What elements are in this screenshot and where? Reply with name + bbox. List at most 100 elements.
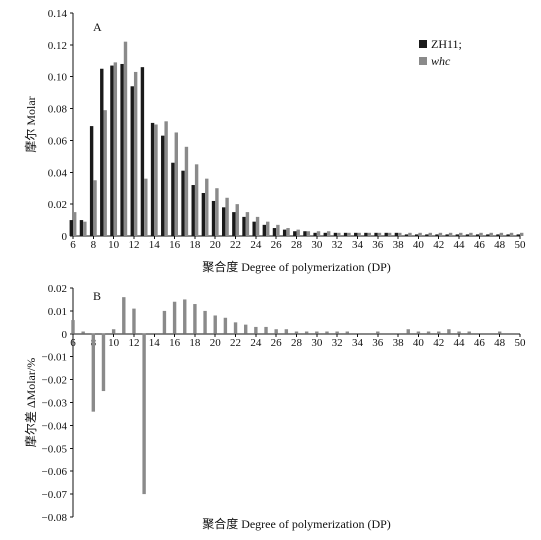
bar <box>282 229 287 236</box>
bar <box>479 232 483 236</box>
bar <box>304 331 309 334</box>
bar <box>73 212 77 236</box>
x-tick-label: 24 <box>250 239 262 251</box>
x-tick-label: 18 <box>189 239 201 251</box>
x-tick-label: 16 <box>169 337 181 349</box>
x-tick-label: 32 <box>332 337 343 349</box>
bar <box>428 232 432 236</box>
x-tick-label: 26 <box>271 239 283 251</box>
bar <box>496 234 500 236</box>
bar <box>516 234 520 236</box>
bar <box>475 234 480 236</box>
bar <box>313 232 317 236</box>
bar <box>161 135 165 236</box>
bar <box>325 331 329 334</box>
x-tick-label: 32 <box>332 239 343 251</box>
y-tick-label: −0.07 <box>42 489 68 501</box>
bar <box>71 320 75 334</box>
bar <box>506 234 510 236</box>
bar <box>184 146 189 236</box>
bar <box>221 207 226 236</box>
x-tick-label: 6 <box>70 239 76 251</box>
y-tick-label: 0 <box>62 231 68 243</box>
x-tick-label: 28 <box>291 239 303 251</box>
bar <box>201 192 206 236</box>
bar <box>89 126 94 236</box>
x-tick-label: 8 <box>91 239 97 251</box>
bar <box>100 68 104 236</box>
x-tick-label: 42 <box>433 337 444 349</box>
bar <box>205 178 209 236</box>
bar <box>103 110 107 236</box>
x-tick-label: 44 <box>454 239 466 251</box>
bar <box>520 232 524 236</box>
x-tick-label: 18 <box>189 337 201 349</box>
bar <box>335 331 339 334</box>
bar <box>123 41 128 236</box>
x-tick-label: 48 <box>494 239 506 251</box>
bar <box>293 231 297 236</box>
bar <box>122 297 126 334</box>
bar <box>91 333 96 412</box>
y-tick-label: −0.06 <box>42 466 68 478</box>
bar <box>426 331 431 334</box>
x-tick-label: 36 <box>372 239 384 251</box>
bar <box>376 331 380 334</box>
y-tick-label: 0.02 <box>48 283 67 295</box>
chart-a: 0 0.02 0.04 0.06 0.08 0.10 0.12 0.14 6 8 10 12 14 16 1… <box>23 8 526 274</box>
y-tick-label: −0.05 <box>42 443 68 455</box>
x-tick-label: 48 <box>494 337 506 349</box>
x-tick-label: 44 <box>454 337 466 349</box>
bar <box>354 232 358 236</box>
x-tick-label: 24 <box>250 337 262 349</box>
x-tick-label: 40 <box>413 239 425 251</box>
bar <box>296 229 300 236</box>
bar <box>294 331 299 334</box>
bar <box>194 164 199 236</box>
bar <box>120 63 124 236</box>
bar <box>459 232 463 236</box>
bar <box>398 232 402 236</box>
bar <box>457 331 461 334</box>
bar <box>448 232 453 236</box>
x-tick-label: 40 <box>413 337 425 349</box>
bar <box>171 162 175 236</box>
legend-label: whc <box>431 54 451 68</box>
bar <box>81 331 85 334</box>
y-tick-label: −0.04 <box>42 420 68 432</box>
bar <box>272 228 277 236</box>
x-tick-label: 50 <box>515 239 527 251</box>
y-tick-label: 0.12 <box>48 40 67 52</box>
bar <box>326 231 331 236</box>
bar <box>164 121 168 236</box>
bar <box>274 329 278 334</box>
x-tick-label: 36 <box>372 337 384 349</box>
bar <box>172 301 177 334</box>
bar <box>323 232 327 236</box>
legend-label: ZH11; <box>431 37 462 51</box>
y-tick-label: 0.08 <box>48 104 68 116</box>
y-tick-label: 0.06 <box>48 135 68 147</box>
bar <box>489 232 493 236</box>
bar <box>437 331 441 334</box>
x-tick-label: 16 <box>169 239 181 251</box>
x-tick-label: 38 <box>393 337 405 349</box>
panel-label: B <box>93 289 101 303</box>
bar <box>233 322 238 334</box>
y-tick-label: 0 <box>62 329 68 341</box>
bar <box>306 231 311 236</box>
legend-swatch <box>419 57 427 65</box>
y-tick-label: −0.01 <box>42 352 67 364</box>
bar <box>425 234 429 236</box>
x-tick-label: 12 <box>128 337 139 349</box>
x-tick-label: 28 <box>291 337 303 349</box>
x-tick-label: 20 <box>210 239 222 251</box>
x-tick-label: 10 <box>108 337 120 349</box>
bar <box>415 234 419 236</box>
y-tick-label: 0.10 <box>48 72 68 84</box>
legend-swatch <box>419 40 427 48</box>
bar <box>235 204 239 236</box>
bar <box>435 234 439 236</box>
x-tick-label: 22 <box>230 239 241 251</box>
